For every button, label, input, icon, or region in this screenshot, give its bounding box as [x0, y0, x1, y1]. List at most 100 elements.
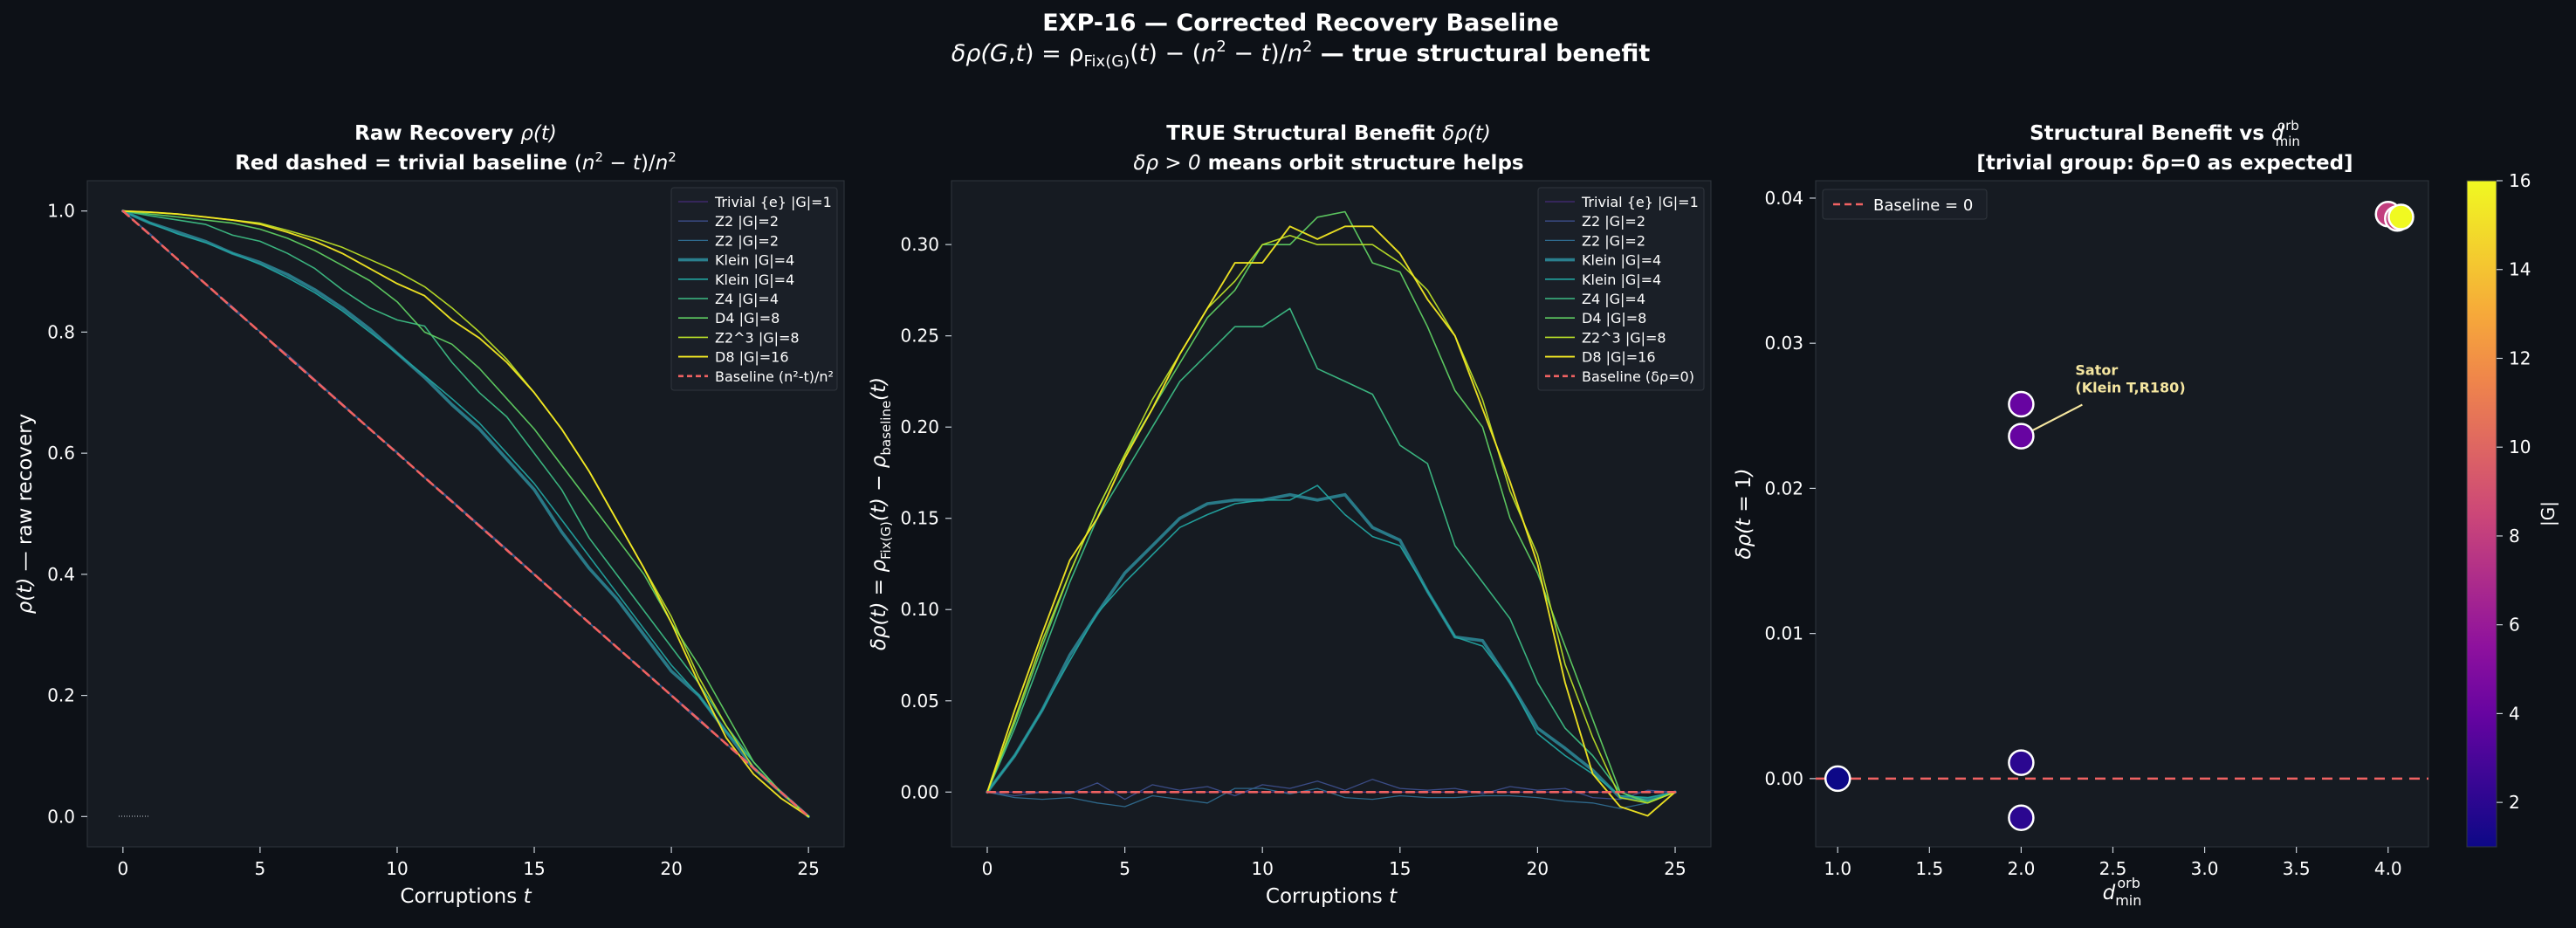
series-line	[122, 210, 810, 818]
series-line	[986, 779, 1676, 801]
colorbar-tick-label: 10	[2509, 437, 2531, 457]
y-tick-label: 0.4	[47, 564, 75, 585]
x-tick-label: 4.0	[2374, 858, 2402, 879]
scatter-point	[2008, 390, 2035, 418]
legend-label: D8 |G|=16	[715, 349, 789, 366]
y-tick-label: 0.03	[1764, 333, 1803, 354]
scatter-point	[2387, 203, 2415, 230]
scatter-point	[2008, 423, 2035, 450]
x-tick-label: 15	[1389, 858, 1411, 879]
panel3-title: Structural Benefit vs dminorb	[2030, 118, 2300, 149]
y-tick-label: 0.2	[47, 685, 75, 706]
annotation-text: Sator	[2075, 362, 2118, 379]
legend-label: Z2^3 |G|=8	[715, 329, 800, 346]
series-line	[986, 307, 1676, 802]
x-tick-label: 20	[660, 858, 682, 879]
colorbar-tick-label: 2	[2509, 792, 2520, 813]
legend-label: Z2 |G|=2	[1582, 213, 1645, 230]
y-tick-label: 0.04	[1764, 188, 1803, 209]
y-tick-label: 0.20	[900, 416, 939, 437]
y-tick-label: 0.15	[900, 508, 939, 529]
panel3-subtitle: [trivial group: δρ=0 as expected]	[1976, 152, 2353, 175]
scatter-point	[2008, 749, 2035, 776]
legend-label: D8 |G|=16	[1582, 349, 1656, 366]
legend-label: Z4 |G|=4	[715, 291, 779, 307]
legend-label: Baseline (δρ=0)	[1582, 368, 1694, 385]
y-tick-label: 0.6	[47, 443, 75, 464]
y-tick-label: 0.0	[47, 806, 75, 827]
legend-box	[1822, 189, 1988, 220]
figure-title: EXP-16 — Corrected Recovery Baseline	[1042, 10, 1559, 37]
plot-area	[1815, 180, 2429, 848]
legend-box	[1537, 187, 1705, 391]
x-tick-label: 0	[117, 858, 128, 879]
series-line	[122, 210, 810, 818]
x-tick-label: 20	[1527, 858, 1549, 879]
x-tick-label: 1.5	[1915, 858, 1943, 879]
x-tick-label: 25	[797, 858, 819, 879]
annotation-text: (Klein T,R180)	[2075, 380, 2185, 396]
panel1-title: Raw Recovery ρ(t)	[354, 122, 557, 145]
legend-label: Z4 |G|=4	[1582, 291, 1645, 307]
y-tick-label: 0.05	[900, 691, 939, 711]
y-axis-label: δρ(t = 1)	[1733, 468, 1755, 559]
series-line	[986, 225, 1676, 817]
legend-label: Z2 |G|=2	[1582, 232, 1645, 249]
x-axis-label: dminorb	[2103, 875, 2142, 909]
series-line	[121, 210, 810, 818]
series-line	[121, 210, 810, 818]
colorbar-label: |G|	[2538, 501, 2559, 526]
x-tick-label: 5	[1119, 858, 1130, 879]
legend-label: Z2 |G|=2	[715, 213, 779, 230]
x-tick-label: 15	[523, 858, 545, 879]
panel2-subtitle: δρ > 0 means orbit structure helps	[1133, 152, 1523, 175]
x-tick-label: 10	[1251, 858, 1273, 879]
x-tick-label: 3.0	[2191, 858, 2219, 879]
x-tick-label: 10	[386, 858, 408, 879]
y-tick-label: 0.25	[900, 326, 939, 347]
series-line	[986, 485, 1676, 799]
x-tick-label: 25	[1664, 858, 1686, 879]
y-tick-label: 1.0	[47, 201, 75, 222]
annotation-arrow	[2030, 403, 2083, 432]
legend-label: Klein |G|=4	[1582, 272, 1661, 288]
y-tick-label: 0.10	[900, 599, 939, 620]
y-tick-label: 0.01	[1764, 623, 1803, 644]
legend-label: D4 |G|=8	[1582, 310, 1646, 327]
series-line	[986, 234, 1676, 804]
x-tick-label: 3.5	[2283, 858, 2311, 879]
legend-label: Trivial {e} |G|=1	[714, 194, 832, 210]
x-axis-label: Corruptions t	[1266, 885, 1398, 908]
scatter-point	[2008, 804, 2035, 832]
x-tick-label: 2.5	[2099, 858, 2127, 879]
colorbar-tick-label: 12	[2509, 347, 2531, 368]
legend-box	[670, 187, 838, 391]
x-axis-label: Corruptions t	[400, 885, 532, 908]
x-tick-label: 5	[255, 858, 266, 879]
y-tick-label: 0.30	[900, 234, 939, 255]
y-tick-label: 0.02	[1764, 478, 1803, 498]
colorbar-tick-label: 4	[2509, 703, 2520, 724]
y-tick-label: 0.8	[47, 321, 75, 342]
legend-label: Baseline = 0	[1873, 196, 1973, 215]
figure-subtitle: δρ(G,t) = ρFix(G)(t) − (n2 − t)/n2 — tru…	[951, 38, 1651, 71]
legend-label: Klein |G|=4	[1582, 252, 1661, 269]
colorbar-tick-label: 6	[2509, 615, 2520, 636]
colorbar-tick-label: 8	[2509, 526, 2520, 546]
y-axis-label: δρ(t) = ρFix(G)(t) − ρbaseline(t)	[868, 377, 894, 650]
y-tick-label: 0.00	[900, 781, 939, 802]
series-line	[986, 492, 1677, 801]
panel-raw-recovery: Raw Recovery ρ(t) Red dashed = trivial b…	[14, 122, 845, 908]
legend-label: Klein |G|=4	[715, 252, 794, 269]
colorbar	[2466, 180, 2497, 848]
colorbar-tick-label: 16	[2509, 170, 2531, 191]
panel1-subtitle: Red dashed = trivial baseline (n2 − t)/n…	[235, 149, 677, 175]
colorbar-tick-label: 14	[2509, 259, 2531, 280]
x-tick-label: 0	[982, 858, 993, 879]
legend-label: Trivial {e} |G|=1	[1581, 194, 1699, 210]
legend-label: Z2^3 |G|=8	[1582, 329, 1666, 346]
legend-label: Klein |G|=4	[715, 272, 794, 288]
x-tick-label: 1.0	[1824, 858, 1851, 879]
panel-structural-benefit: TRUE Structural Benefit δρ(t) δρ > 0 mea…	[868, 122, 1712, 908]
panel2-title: TRUE Structural Benefit δρ(t)	[1166, 122, 1491, 145]
